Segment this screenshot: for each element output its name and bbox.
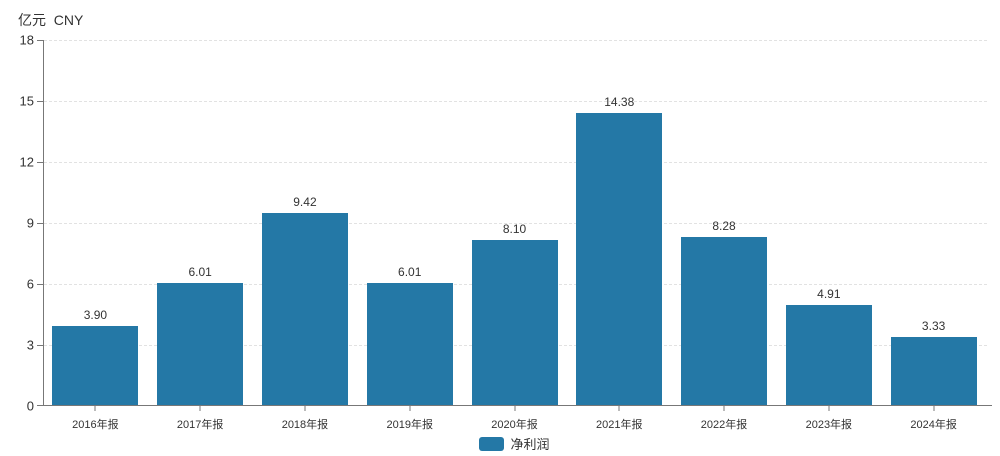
bar-2021年报[interactable]	[576, 112, 663, 405]
bar-value-label: 3.90	[83, 307, 108, 322]
x-axis-label: 2023年报	[805, 419, 853, 431]
legend-item-net-profit[interactable]: 净利润	[43, 434, 986, 453]
y-axis-line	[43, 40, 44, 406]
y-axis-tick-label: 18	[19, 32, 34, 48]
y-axis-tick-label: 3	[26, 337, 34, 353]
bar-2017年报[interactable]	[157, 282, 244, 405]
x-axis-tick-mark	[409, 406, 411, 411]
bar-2023年报[interactable]	[785, 305, 872, 405]
x-axis-tick-mark	[723, 406, 725, 411]
bar-2016年报[interactable]	[52, 325, 139, 405]
bar-value-label: 9.42	[293, 195, 317, 210]
x-axis-tick-mark	[514, 406, 515, 411]
bar-value-label: 3.33	[921, 319, 946, 334]
bar-2024年报[interactable]	[890, 337, 977, 405]
bar-value-label: 8.28	[712, 218, 736, 233]
x-axis-tick-mark	[618, 406, 620, 411]
bar-value-label: 4.91	[817, 287, 841, 302]
x-axis-line	[43, 405, 992, 406]
y-axis-tick-label: 9	[26, 215, 34, 231]
x-axis-tick-mark	[828, 406, 830, 411]
x-axis-label: 2020年报	[491, 419, 538, 431]
bar-2020年报[interactable]	[471, 240, 558, 405]
bar-2022年报[interactable]	[681, 236, 768, 405]
bar-2018年报[interactable]	[261, 213, 348, 405]
x-axis-tick-mark	[94, 406, 96, 411]
x-axis-tick-mark	[933, 406, 935, 411]
x-axis-label: 2022年报	[700, 419, 748, 431]
y-axis-tick-mark	[37, 223, 43, 224]
plot-area: 0 3 6 9 12 15 18 3.90 2016年报 6.01 2017年报 9.42 2018年报…	[20, 33, 992, 431]
gridline	[44, 101, 987, 102]
x-axis-label: 2019年报	[386, 419, 433, 431]
x-axis-label: 2017年报	[176, 419, 224, 431]
x-axis-tick-mark	[304, 406, 306, 411]
x-axis-label: 2018年报	[281, 419, 329, 431]
bar-value-label: 8.10	[502, 222, 527, 237]
legend-swatch-icon	[479, 436, 505, 451]
x-axis-label: 2016年报	[72, 419, 119, 431]
y-axis-tick-mark	[37, 345, 43, 346]
y-axis-tick-label: 12	[19, 154, 34, 170]
y-axis-tick-label: 0	[26, 398, 34, 414]
bar-value-label: 6.01	[398, 264, 422, 279]
bar-value-label: 6.01	[188, 264, 212, 279]
y-axis-tick-mark	[37, 40, 43, 41]
y-axis-tick-mark	[37, 162, 43, 163]
x-axis-tick-mark	[199, 406, 201, 411]
gridline	[44, 40, 987, 41]
gridline	[44, 223, 987, 224]
legend-label: 净利润	[510, 437, 550, 452]
bar-2019年报[interactable]	[366, 282, 453, 405]
y-axis-tick-label: 6	[26, 276, 34, 292]
gridline	[44, 162, 987, 163]
axis-unit-label: 亿元 CNY	[18, 12, 84, 28]
x-axis-label: 2021年报	[596, 419, 643, 431]
y-axis-tick-label: 15	[19, 93, 34, 109]
y-axis-tick-mark	[37, 405, 43, 406]
x-axis-label: 2024年报	[910, 419, 957, 431]
y-axis-tick-mark	[37, 101, 43, 102]
bar-value-label: 14.38	[604, 94, 635, 109]
y-axis-tick-mark	[37, 284, 43, 285]
